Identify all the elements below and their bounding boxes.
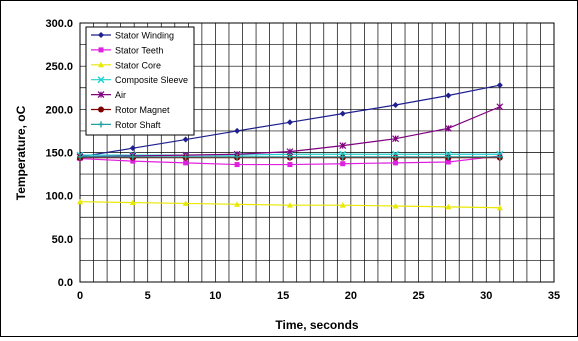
data-point <box>234 127 241 134</box>
legend-box <box>85 26 195 136</box>
data-point <box>339 202 346 208</box>
data-point <box>287 162 293 168</box>
legend-swatch-marker <box>98 121 104 128</box>
data-point <box>445 203 452 210</box>
line-chart: 0.0 50.0 100.0 150.0 200.0 250.0 300.0 0 5 10 15 2… <box>14 18 560 332</box>
y-tick-label: 200.0 <box>45 104 73 116</box>
y-tick-labels: 0.0 50.0 100.0 150.0 200.0 250.0 300.0 <box>45 18 73 289</box>
legend-swatch-marker <box>98 106 104 113</box>
data-point <box>183 160 189 166</box>
y-tick-label: 250.0 <box>45 61 73 73</box>
series-group <box>76 82 504 211</box>
y-tick-label: 100.0 <box>45 191 73 203</box>
data-point <box>129 199 136 206</box>
grid-lines <box>80 23 554 282</box>
data-point <box>234 162 240 168</box>
y-tick-label: 0.0 <box>58 277 73 289</box>
data-point <box>496 153 503 160</box>
data-point <box>392 203 399 209</box>
y-tick-label: 50.0 <box>52 234 73 246</box>
data-point <box>392 153 399 160</box>
data-point <box>392 102 399 109</box>
legend-swatch-marker <box>98 61 104 68</box>
legend-item: Stator Core <box>91 60 161 70</box>
legend-label: Rotor Magnet <box>115 105 170 115</box>
data-point <box>496 82 503 89</box>
x-tick-label: 35 <box>548 290 560 302</box>
data-point <box>129 145 136 152</box>
data-point <box>444 124 452 132</box>
legend-item: Rotor Shaft <box>91 120 161 130</box>
data-point <box>445 92 452 99</box>
data-point <box>77 153 83 160</box>
x-tick-label: 20 <box>345 290 357 302</box>
data-point <box>392 135 399 143</box>
legend-label: Rotor Shaft <box>115 120 161 130</box>
data-point <box>182 153 189 160</box>
series-rotor-shaft <box>77 153 503 160</box>
legend-swatch-marker <box>98 32 104 38</box>
data-point <box>339 110 346 117</box>
data-point <box>339 142 347 150</box>
x-tick-label: 25 <box>412 290 424 302</box>
data-point <box>286 153 293 160</box>
y-tick-label: 150.0 <box>45 148 73 160</box>
legend-item: Rotor Magnet <box>91 105 170 115</box>
x-tick-labels: 0 5 10 15 20 25 30 35 <box>77 290 560 302</box>
x-tick-label: 30 <box>480 290 492 302</box>
x-tick-label: 5 <box>145 290 151 302</box>
data-point <box>182 200 189 206</box>
legend-swatch-marker <box>97 91 105 99</box>
data-point <box>445 153 452 160</box>
data-point <box>182 136 189 143</box>
data-point <box>286 202 293 208</box>
data-point <box>340 161 346 167</box>
data-point <box>77 198 83 205</box>
y-tick-label: 300.0 <box>45 18 73 30</box>
legend-label: Stator Winding <box>115 31 174 41</box>
legend-label: Stator Core <box>115 60 161 70</box>
data-point <box>130 158 136 164</box>
legend-item: Air <box>91 90 126 100</box>
data-point <box>234 201 241 207</box>
legend-item: Composite Sleeve <box>91 75 188 85</box>
x-tick-label: 0 <box>77 290 83 302</box>
legend: Stator Winding Stator Teeth Stator Core Com… <box>85 26 195 136</box>
legend-swatch-marker <box>97 76 105 84</box>
legend-label: Air <box>115 90 126 100</box>
data-point <box>286 148 294 156</box>
legend-label: Stator Teeth <box>115 45 163 55</box>
legend-label: Composite Sleeve <box>115 75 188 85</box>
data-point <box>129 153 136 160</box>
legend-swatch-marker <box>98 47 104 53</box>
data-point <box>286 119 293 126</box>
data-point <box>445 159 451 165</box>
data-point <box>496 103 504 111</box>
data-point <box>496 204 503 211</box>
data-point <box>393 160 399 166</box>
y-axis-label: Temperature, oC <box>14 105 28 200</box>
x-axis-label: Time, seconds <box>275 318 358 332</box>
legend-item: Stator Winding <box>91 31 174 41</box>
data-point <box>339 153 346 160</box>
x-tick-label: 10 <box>209 290 221 302</box>
data-point <box>234 153 241 160</box>
legend-item: Stator Teeth <box>91 45 163 55</box>
x-tick-label: 15 <box>277 290 289 302</box>
series-stator-core <box>77 198 503 211</box>
